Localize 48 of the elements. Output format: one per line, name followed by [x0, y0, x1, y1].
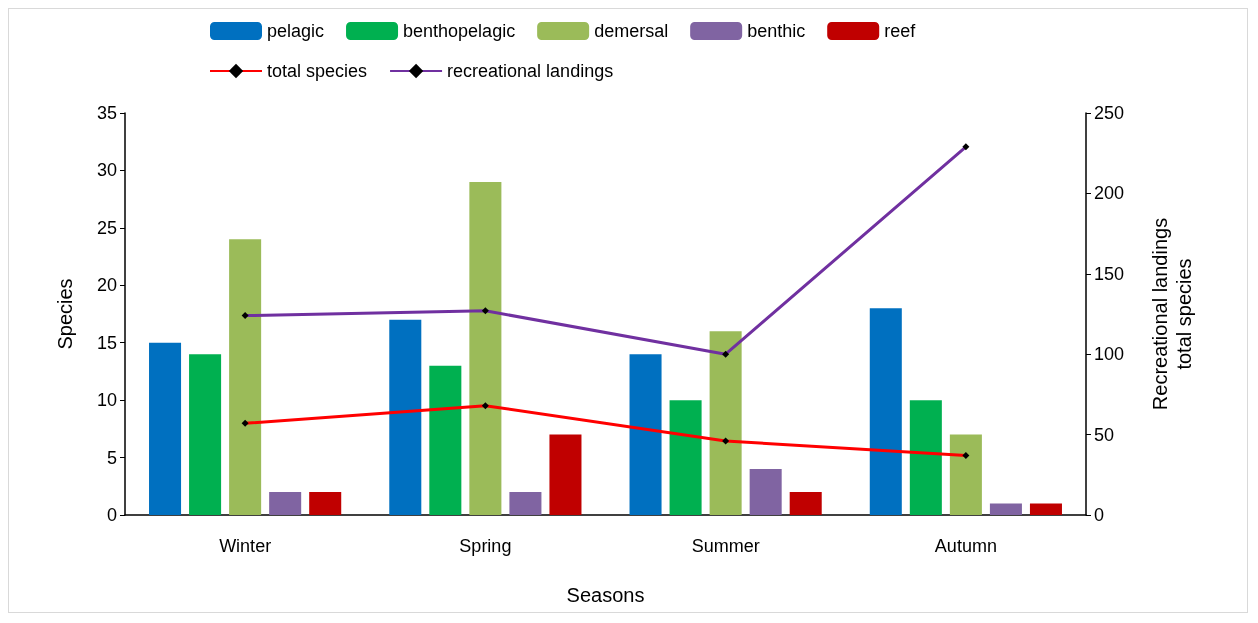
- bar: [669, 400, 702, 515]
- y-tick-label: 10: [96, 390, 117, 411]
- bar: [389, 319, 422, 515]
- bar: [469, 181, 502, 515]
- y2-tick-label: 200: [1094, 183, 1125, 204]
- y-tick-label: 0: [106, 505, 117, 525]
- bar: [269, 492, 302, 515]
- bar: [229, 239, 262, 515]
- bar: [509, 492, 542, 515]
- y2-tick-label: 0: [1094, 505, 1105, 525]
- bar: [989, 503, 1022, 515]
- legend-label: total species: [267, 61, 368, 81]
- bar: [1029, 503, 1062, 515]
- bar: [309, 492, 342, 515]
- bar: [749, 469, 782, 515]
- y2-tick-label: 150: [1094, 263, 1125, 284]
- bar: [909, 400, 942, 515]
- y-axis-title: Species: [54, 278, 76, 350]
- x-tick-label: Autumn: [934, 536, 997, 556]
- bar: [949, 434, 982, 515]
- bar: [869, 308, 902, 515]
- y-tick-label: 20: [96, 275, 117, 296]
- x-axis-title: Seasons: [566, 584, 645, 606]
- y2-tick-label: 250: [1094, 103, 1125, 123]
- legend-label: pelagic: [267, 21, 325, 41]
- bar: [429, 365, 462, 515]
- y2-axis-title: Recreational landings total species: [1149, 217, 1195, 411]
- legend-label: benthic: [747, 21, 806, 41]
- y2-tick-label: 50: [1094, 424, 1115, 445]
- x-tick-label: Winter: [219, 536, 272, 556]
- bar: [149, 342, 182, 515]
- y-tick-label: 30: [96, 160, 117, 181]
- y2-tick-label: 100: [1094, 344, 1125, 365]
- legend-label: reef: [884, 21, 917, 41]
- legend-label: recreational landings: [447, 61, 614, 81]
- bar: [709, 331, 742, 515]
- x-tick-label: Summer: [691, 536, 760, 556]
- y-tick-label: 25: [96, 217, 117, 238]
- legend-label: demersal: [594, 21, 669, 41]
- bar: [629, 354, 662, 515]
- legend-label: benthopelagic: [403, 21, 516, 41]
- y-tick-label: 5: [106, 447, 117, 468]
- bar: [189, 354, 222, 515]
- y-tick-label: 15: [96, 332, 117, 353]
- bar: [789, 492, 822, 515]
- bar: [549, 434, 582, 515]
- x-tick-label: Spring: [459, 536, 512, 556]
- y-tick-label: 35: [96, 103, 117, 123]
